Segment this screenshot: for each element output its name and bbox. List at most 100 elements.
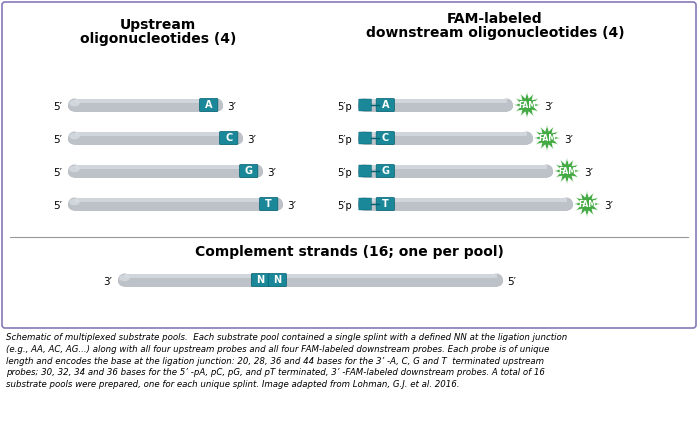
Bar <box>75 198 277 210</box>
Text: G: G <box>381 166 389 176</box>
Bar <box>75 197 277 203</box>
Ellipse shape <box>69 100 80 106</box>
Bar <box>364 132 526 143</box>
Ellipse shape <box>520 132 533 145</box>
Bar <box>75 165 257 169</box>
Ellipse shape <box>68 98 81 112</box>
Text: T: T <box>382 199 389 209</box>
Ellipse shape <box>68 133 81 145</box>
FancyBboxPatch shape <box>252 274 270 287</box>
FancyBboxPatch shape <box>376 132 394 145</box>
Ellipse shape <box>358 197 371 210</box>
Ellipse shape <box>359 166 370 172</box>
Bar <box>124 274 496 287</box>
Ellipse shape <box>68 197 81 210</box>
FancyBboxPatch shape <box>359 132 371 144</box>
FancyBboxPatch shape <box>268 274 287 287</box>
Text: T: T <box>266 199 272 209</box>
FancyBboxPatch shape <box>240 165 258 178</box>
Text: 3′: 3′ <box>227 102 236 112</box>
Bar <box>75 165 257 178</box>
FancyBboxPatch shape <box>359 99 371 111</box>
Text: 5′: 5′ <box>53 168 62 178</box>
Bar <box>124 274 496 278</box>
Text: C: C <box>225 133 232 143</box>
Ellipse shape <box>68 100 81 112</box>
Ellipse shape <box>69 199 80 205</box>
Text: 3′: 3′ <box>564 135 573 145</box>
Bar <box>364 98 507 112</box>
Text: FAM: FAM <box>558 167 576 176</box>
Bar <box>124 275 496 285</box>
FancyBboxPatch shape <box>376 165 394 178</box>
Text: 5′p: 5′p <box>337 102 352 112</box>
Text: 5′p: 5′p <box>337 135 352 145</box>
Ellipse shape <box>69 166 80 172</box>
Ellipse shape <box>500 100 513 112</box>
Bar <box>75 100 217 110</box>
FancyBboxPatch shape <box>359 165 371 177</box>
Bar <box>75 165 257 177</box>
Bar <box>364 132 526 145</box>
Ellipse shape <box>68 166 81 178</box>
Ellipse shape <box>359 199 370 205</box>
Bar <box>364 132 526 136</box>
Bar <box>75 132 236 136</box>
Polygon shape <box>554 158 580 184</box>
Text: downstream oligonucleotides (4): downstream oligonucleotides (4) <box>366 26 624 40</box>
Ellipse shape <box>250 166 263 178</box>
Text: Upstream: Upstream <box>120 18 196 32</box>
Text: 5′: 5′ <box>507 277 516 287</box>
Ellipse shape <box>358 100 371 112</box>
Ellipse shape <box>500 98 513 112</box>
Text: 5′: 5′ <box>53 201 62 211</box>
Ellipse shape <box>358 165 371 178</box>
Text: 3′: 3′ <box>604 201 613 211</box>
Text: N: N <box>273 275 282 285</box>
Ellipse shape <box>68 165 81 178</box>
Ellipse shape <box>358 132 371 145</box>
Text: FAM: FAM <box>538 134 556 143</box>
Ellipse shape <box>520 133 533 145</box>
Ellipse shape <box>490 274 503 287</box>
Bar <box>364 165 547 178</box>
Ellipse shape <box>69 133 80 139</box>
Text: A: A <box>205 100 212 110</box>
Polygon shape <box>574 191 600 217</box>
Text: 3′: 3′ <box>544 102 553 112</box>
Ellipse shape <box>118 275 131 287</box>
Text: Complement strands (16; one per pool): Complement strands (16; one per pool) <box>194 245 503 259</box>
Bar <box>364 197 566 210</box>
Ellipse shape <box>358 200 371 210</box>
Text: A: A <box>382 100 389 110</box>
Bar <box>364 100 507 110</box>
Text: FAM-labeled: FAM-labeled <box>447 12 543 26</box>
Ellipse shape <box>540 165 553 178</box>
Text: 3′: 3′ <box>584 168 593 178</box>
FancyBboxPatch shape <box>219 132 238 145</box>
Text: 3′: 3′ <box>267 168 276 178</box>
Text: N: N <box>257 275 264 285</box>
Ellipse shape <box>68 132 81 145</box>
Text: 3′: 3′ <box>247 135 256 145</box>
Text: FAM: FAM <box>518 101 536 110</box>
Text: 5′: 5′ <box>53 135 62 145</box>
Ellipse shape <box>358 98 371 112</box>
Ellipse shape <box>118 274 131 287</box>
Ellipse shape <box>359 100 370 106</box>
Bar <box>75 197 277 210</box>
FancyBboxPatch shape <box>259 197 278 210</box>
Ellipse shape <box>210 100 223 112</box>
Ellipse shape <box>68 200 81 210</box>
Text: C: C <box>382 133 389 143</box>
FancyBboxPatch shape <box>376 197 394 210</box>
Bar <box>364 165 547 169</box>
FancyBboxPatch shape <box>200 98 218 112</box>
Bar <box>364 165 547 177</box>
Ellipse shape <box>270 200 283 210</box>
Text: 5′: 5′ <box>53 102 62 112</box>
Text: 3′: 3′ <box>103 277 112 287</box>
Ellipse shape <box>230 133 243 145</box>
Text: 5′p: 5′p <box>337 168 352 178</box>
Text: G: G <box>245 166 253 176</box>
